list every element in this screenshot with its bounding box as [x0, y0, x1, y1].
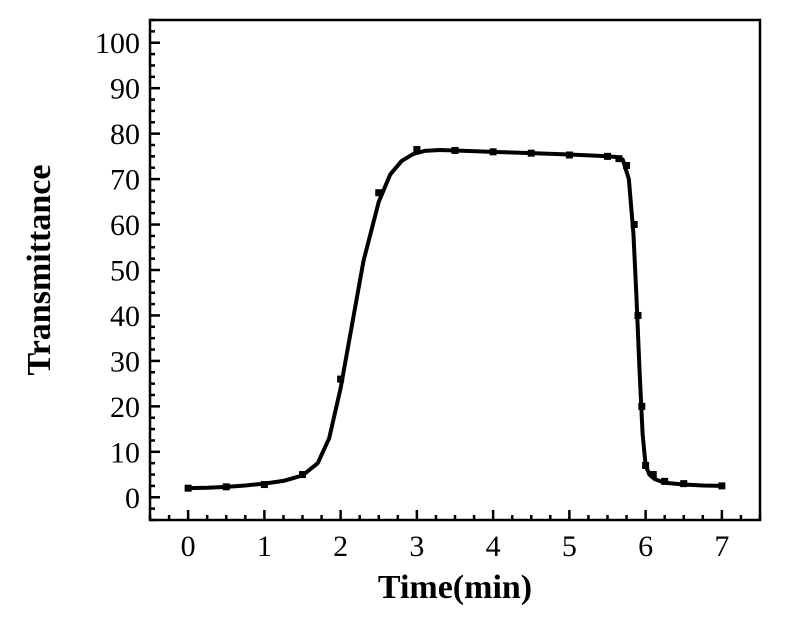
y-tick-label: 40: [110, 300, 140, 333]
data-marker: [490, 148, 497, 155]
data-marker: [718, 482, 725, 489]
y-tick-label: 0: [125, 482, 140, 515]
y-tick-label: 60: [110, 209, 140, 242]
data-marker: [623, 162, 630, 169]
data-marker: [528, 150, 535, 157]
transmittance-chart: 012345670102030405060708090100Time(min)T…: [0, 0, 789, 619]
x-tick-label: 7: [714, 530, 729, 563]
x-axis-label: Time(min): [378, 569, 532, 606]
data-marker: [604, 153, 611, 160]
data-marker: [642, 462, 649, 469]
y-tick-label: 70: [110, 164, 140, 197]
data-marker: [375, 189, 382, 196]
y-tick-label: 50: [110, 255, 140, 288]
data-marker: [299, 471, 306, 478]
chart-container: 012345670102030405060708090100Time(min)T…: [0, 0, 789, 619]
y-axis-label: Transmittance: [21, 165, 58, 376]
x-tick-label: 2: [333, 530, 348, 563]
y-tick-label: 20: [110, 391, 140, 424]
data-marker: [223, 483, 230, 490]
x-tick-label: 6: [638, 530, 653, 563]
data-marker: [631, 221, 638, 228]
data-marker: [452, 147, 459, 154]
data-marker: [635, 312, 642, 319]
data-marker: [261, 481, 268, 488]
data-marker: [661, 478, 668, 485]
x-tick-label: 4: [486, 530, 501, 563]
y-tick-label: 90: [110, 73, 140, 106]
data-marker: [337, 376, 344, 383]
y-tick-label: 30: [110, 345, 140, 378]
data-marker: [650, 471, 657, 478]
y-tick-label: 80: [110, 118, 140, 151]
x-tick-label: 0: [181, 530, 196, 563]
data-marker: [680, 480, 687, 487]
y-tick-label: 10: [110, 436, 140, 469]
data-marker: [615, 155, 622, 162]
x-tick-label: 3: [409, 530, 424, 563]
y-tick-label: 100: [95, 27, 140, 60]
data-marker: [566, 152, 573, 159]
data-marker: [638, 403, 645, 410]
data-marker: [185, 485, 192, 492]
x-tick-label: 5: [562, 530, 577, 563]
x-tick-label: 1: [257, 530, 272, 563]
data-marker: [413, 146, 420, 153]
